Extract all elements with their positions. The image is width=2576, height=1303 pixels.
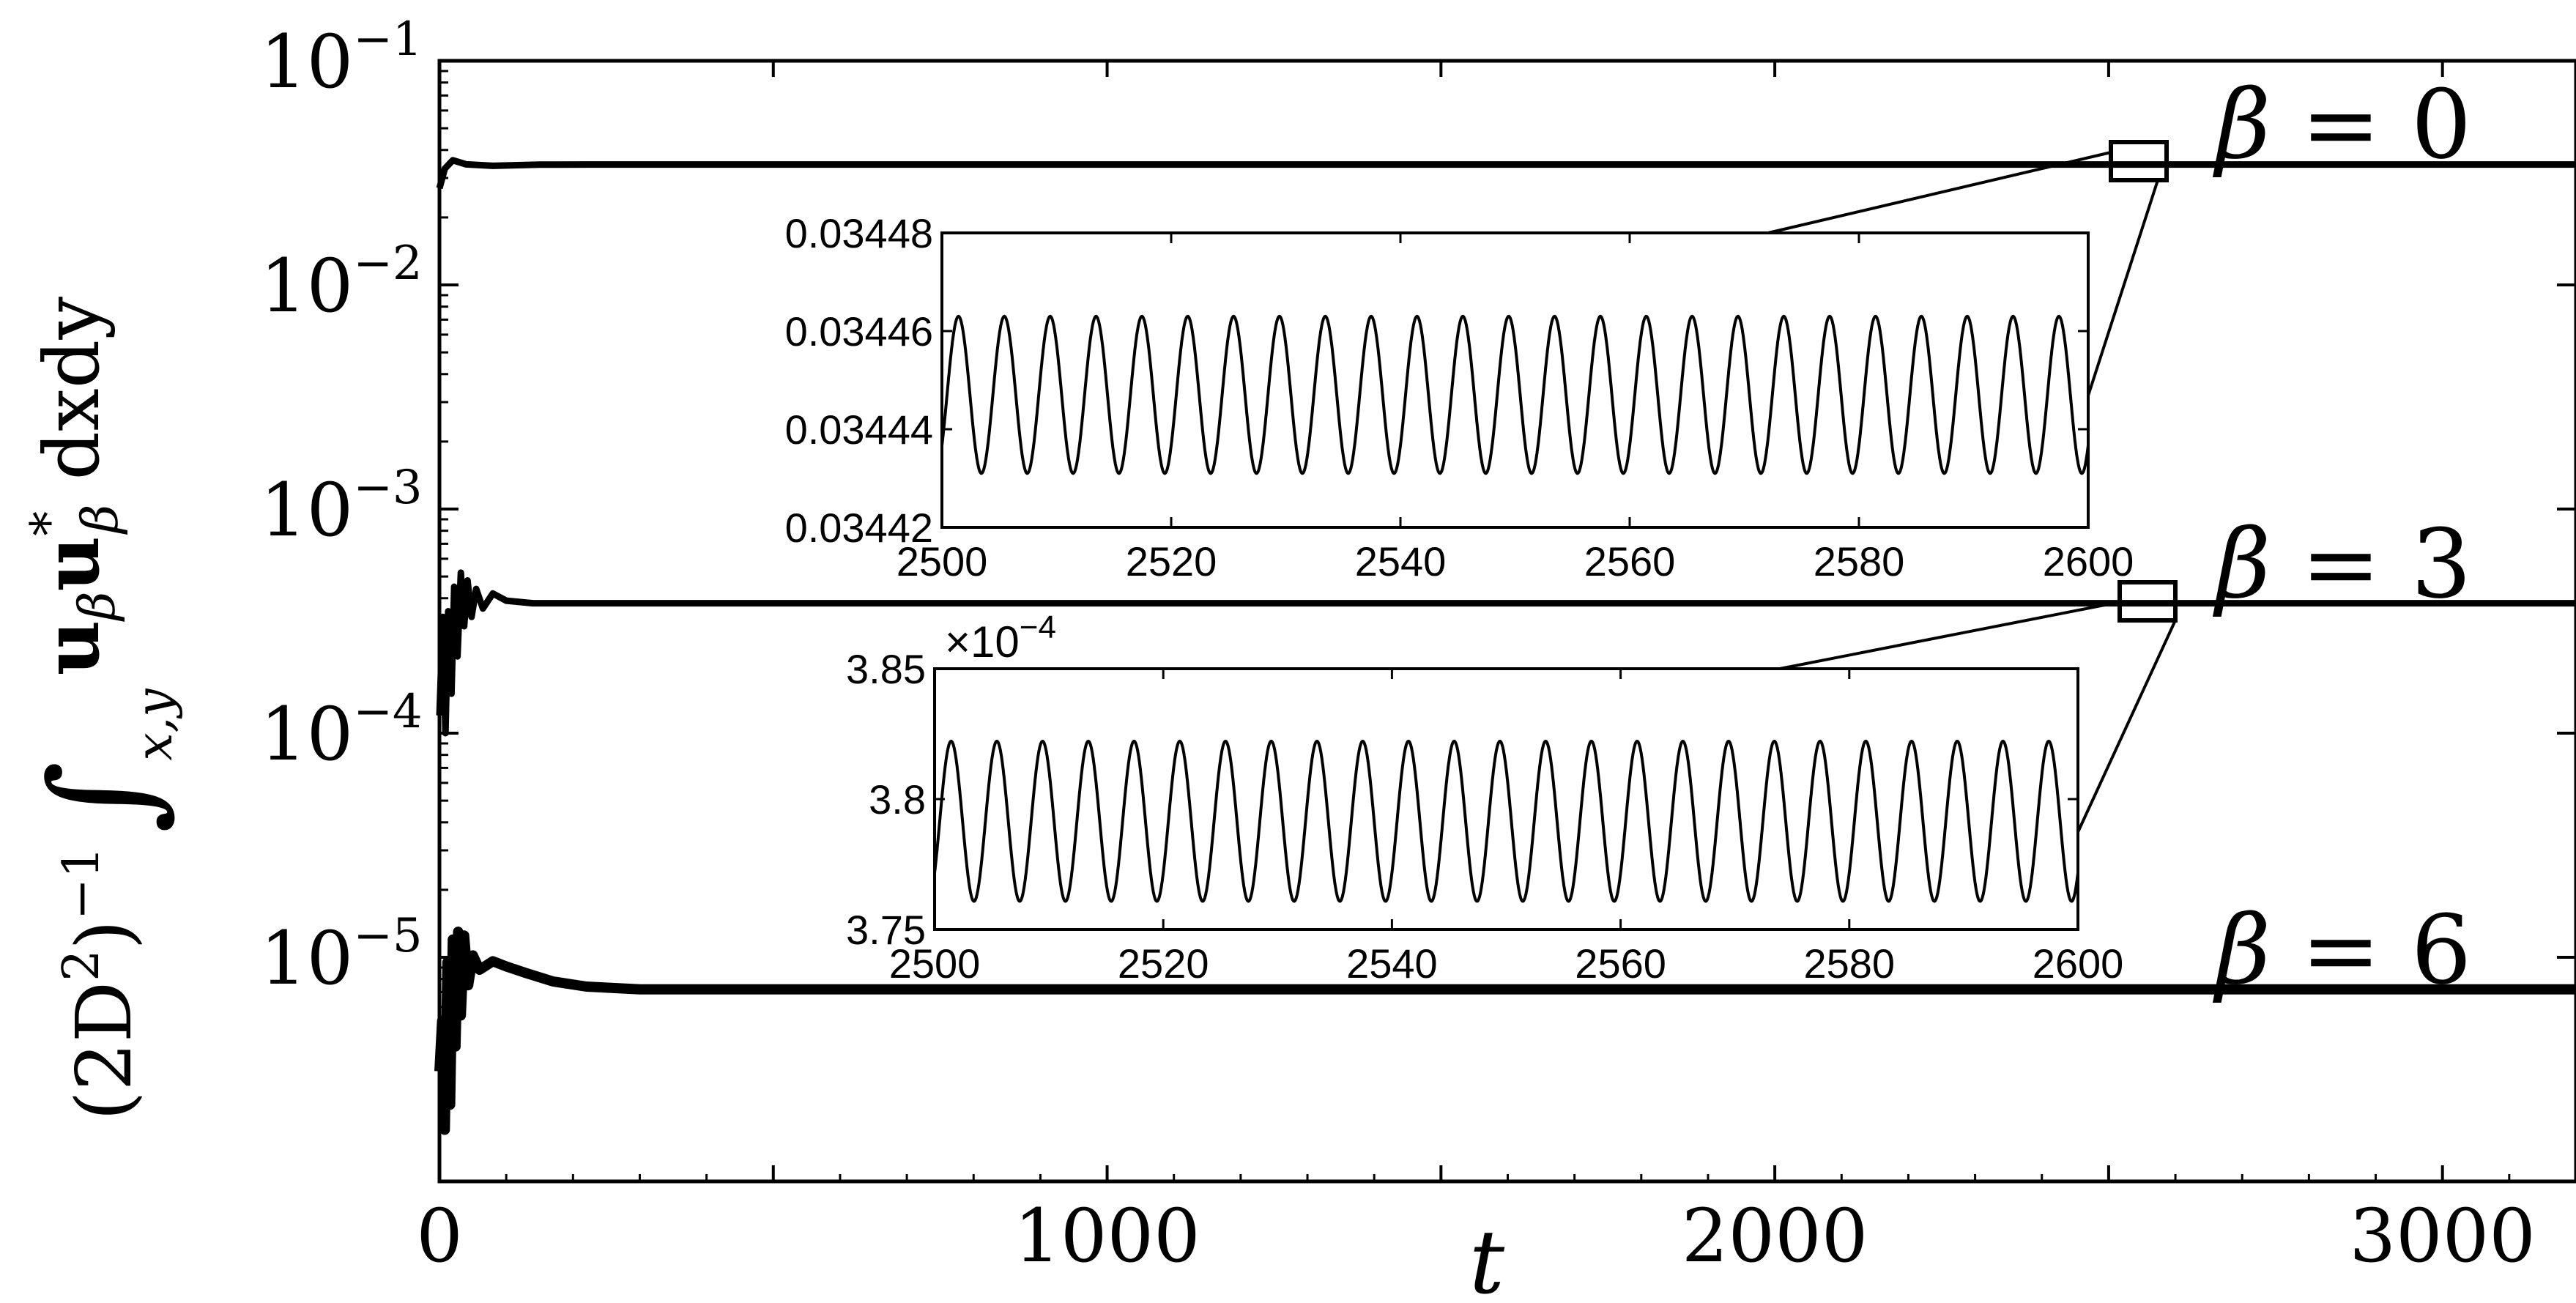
y-tick-label: 10−1 <box>260 12 423 105</box>
series-line-beta-0 <box>436 157 2576 190</box>
inset-2-curve <box>933 739 2079 903</box>
y-label-prefix: (2D <box>59 981 149 1121</box>
inset-x-tick-label: 2540 <box>1346 940 1438 987</box>
y-tick-base: 10 <box>260 691 353 777</box>
y-tick-base: 10 <box>260 243 353 329</box>
inset-y-tick-label: 3.8 <box>869 776 926 823</box>
inset-1-x-ticks: 2500 2520 2540 2560 2580 2600 <box>897 233 2134 584</box>
y-tick-label: 10−3 <box>260 461 423 553</box>
inset-1-frame <box>940 231 2090 529</box>
main-plot-frame <box>437 59 2576 1184</box>
series-label-eq: = 0 <box>2271 69 2471 180</box>
zoom-connector-beta-0-left <box>1767 151 2112 234</box>
series-labels: β = 0β = 3β = 6 <box>2212 69 2471 1006</box>
series-label-eq: = 3 <box>2271 508 2471 620</box>
y-label-body2-sup: * <box>21 511 78 536</box>
zoom-connector-beta-3-left <box>1779 601 2120 670</box>
y-tick-exp: −3 <box>353 461 422 515</box>
series-label-symbol: β <box>2212 894 2271 1006</box>
inset-2-y-ticks: 3.75 3.8 3.85 <box>846 646 2078 953</box>
inset-x-tick-label: 2600 <box>2033 940 2124 987</box>
inset-x-tick-label: 2500 <box>889 940 981 987</box>
inset-x-tick-label: 2600 <box>2043 538 2134 584</box>
zoom-connector-beta-3-right <box>2076 620 2177 833</box>
y-label-body2: u <box>26 536 116 592</box>
y-label-body-sub: β <box>69 591 127 622</box>
y-label-body: u <box>26 620 116 676</box>
inset-1-curve <box>940 314 2090 475</box>
x-tick-label: 3000 <box>2349 1193 2536 1279</box>
y-label-body2-sub: β <box>72 505 130 535</box>
y-tick-exp: −1 <box>353 12 422 67</box>
inset-x-tick-label: 2560 <box>1575 940 1666 987</box>
inset-y-tick-label: 3.75 <box>846 907 926 953</box>
inset-y-tick-label: 0.03448 <box>785 210 933 256</box>
x-tick-label: 0 <box>416 1193 463 1279</box>
inset-x-tick-label: 2500 <box>897 538 988 584</box>
series-label: β = 6 <box>2212 894 2471 1006</box>
y-axis-label: (2D2)−1∫x,yuβu*β dxdy <box>21 297 184 1121</box>
y-tick-exp: −2 <box>353 237 422 291</box>
inset-y-tick-label: 0.03442 <box>785 505 933 551</box>
x-axis-label: t <box>1469 1212 1505 1303</box>
inset-x-tick-label: 2560 <box>1584 538 1676 584</box>
x-ticks: 0 1000 2000 3000 <box>416 61 2536 1279</box>
zoom-annotations <box>1767 140 2178 833</box>
inset-1-background <box>942 233 2088 527</box>
zoom-box-beta-0 <box>2109 140 2169 182</box>
inset-beta-3: 2500 2520 2540 2560 2580 2600 3.75 3.8 3.85 ×10… <box>846 609 2123 987</box>
y-tick-exp: −4 <box>353 685 422 739</box>
y-label-sup1: 2 <box>53 950 111 981</box>
series-label: β = 0 <box>2212 69 2471 180</box>
zoom-connector-beta-0-right <box>2087 179 2159 396</box>
y-tick-base: 10 <box>260 916 353 1001</box>
y-label-integral: ∫ <box>21 761 182 834</box>
inset-y-tick-label: 3.85 <box>846 646 926 692</box>
inset-beta-0: 2500 2520 2540 2560 2580 2600 0.034420.034440… <box>785 210 2134 584</box>
oscillation-curve <box>933 739 2079 903</box>
inset-x-tick-label: 2540 <box>1355 538 1447 584</box>
inset-y-tick-label: 0.03444 <box>785 407 933 453</box>
series-label-symbol: β <box>2212 508 2271 620</box>
series-label-eq: = 6 <box>2271 894 2471 1006</box>
series-line-beta-3 <box>436 569 2576 737</box>
x-tick-label: 1000 <box>1014 1193 1200 1279</box>
offset-base: ×10 <box>945 617 1020 667</box>
inset-x-tick-label: 2520 <box>1118 940 1209 987</box>
y-tick-base: 10 <box>260 19 353 105</box>
oscillation-curve <box>940 314 2090 475</box>
inset-y-tick-label: 0.03446 <box>785 308 933 354</box>
inset-2-offset-text: ×10−4 <box>945 609 1056 667</box>
offset-exp: −4 <box>1020 609 1056 645</box>
y-tick-exp: −5 <box>353 909 422 963</box>
y-label-sup2: −1 <box>53 847 111 920</box>
series-line-beta-6 <box>434 927 2576 1135</box>
main-axes: 0 1000 2000 3000 10−110−210−310−410−5 β = 0… <box>260 12 2576 1279</box>
y-tick-label: 10−4 <box>260 685 423 777</box>
y-label-integral-sub: x,y <box>126 688 184 761</box>
inset-x-tick-label: 2520 <box>1126 538 1217 584</box>
y-tick-label: 10−2 <box>260 237 423 329</box>
y-label-mid: ) <box>59 920 149 950</box>
y-tick-base: 10 <box>260 467 353 553</box>
x-tick-label: 2000 <box>1682 1193 1868 1279</box>
zoom-box-beta-3 <box>2117 580 2178 623</box>
y-ticks: 10−110−210−310−410−5 <box>260 12 2576 1183</box>
series-lines <box>434 157 2576 1135</box>
inset-x-tick-label: 2580 <box>1804 940 1896 987</box>
inset-x-tick-label: 2580 <box>1814 538 1905 584</box>
series-label: β = 3 <box>2212 508 2471 620</box>
inset-1-y-ticks: 0.03442 0.03444 0.03446 0.03448 <box>785 210 2088 551</box>
series-label-symbol: β <box>2212 69 2271 180</box>
inset-2-x-ticks: 2500 2520 2540 2560 2580 2600 <box>889 669 2124 987</box>
y-tick-label: 10−5 <box>260 909 423 1001</box>
y-label-tail: dxdy <box>27 297 116 505</box>
